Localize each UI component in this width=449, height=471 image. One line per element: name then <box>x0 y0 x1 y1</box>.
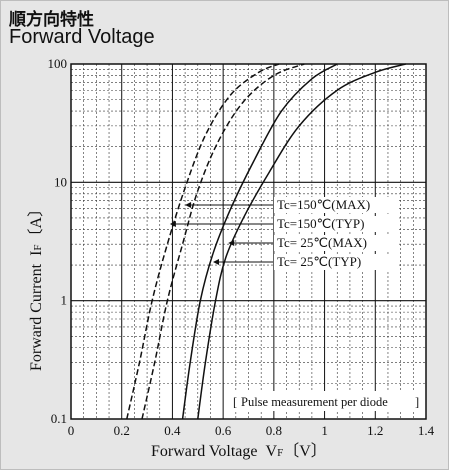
series-line <box>181 63 338 420</box>
x-tick-label: 1.2 <box>367 423 383 438</box>
plot-border <box>70 63 427 420</box>
x-tick-label: 1 <box>321 423 328 438</box>
x-tick-labels: 0 0.2 0.4 0.6 0.8 1 1.2 1.4 <box>68 423 435 438</box>
y-tick-label: 1 <box>61 293 68 308</box>
legend-leader-arrow <box>213 259 219 265</box>
y-tick-label: 10 <box>54 174 67 189</box>
x-axis-title: Forward Voltage VF〔V〕 <box>151 442 327 460</box>
legend-label: Tc= 25℃(TYP) <box>277 254 361 269</box>
note-text: Pulse measurement per diode <box>241 395 388 409</box>
x-tick-label: 0.8 <box>266 423 282 438</box>
series-line <box>197 63 406 420</box>
series-line <box>141 63 305 420</box>
y-axis-title: Forward CurrentIF〔A〕 <box>27 201 45 371</box>
legend-label-background <box>274 216 398 232</box>
x-tick-label: 0 <box>68 423 75 438</box>
legend-leader-arrow <box>169 221 176 227</box>
legend-leader-arrow <box>185 202 192 208</box>
legend-leaders <box>169 202 273 265</box>
x-tick-label: 1.4 <box>418 423 435 438</box>
x-tick-label: 0.6 <box>215 423 232 438</box>
legend-label-background <box>274 235 398 251</box>
legend-label: Tc=150℃(TYP) <box>277 216 364 231</box>
y-tick-label: 0.1 <box>51 411 67 426</box>
y-tick-labels: 0.1 1 10 100 <box>48 56 68 426</box>
svg-text:]: ] <box>415 395 419 409</box>
curves <box>126 63 406 420</box>
y-tick-label: 100 <box>48 56 68 71</box>
legend-label: Tc= 25℃(MAX) <box>277 235 367 250</box>
legend-leader-arrow <box>228 240 235 246</box>
svg-text:[: [ <box>233 395 237 409</box>
note-box: [ Pulse measurement per diode ] <box>233 391 419 411</box>
title-english: Forward Voltage <box>9 26 155 48</box>
x-tick-label: 0.4 <box>164 423 181 438</box>
title-japanese: 順方向特性 <box>9 10 94 30</box>
series-line <box>126 63 280 420</box>
legend-label-background <box>274 254 398 270</box>
x-tick-label: 0.2 <box>114 423 130 438</box>
legend: Tc=150℃(MAX) Tc=150℃(TYP) Tc= 25℃(MAX) Tc= … <box>274 197 398 270</box>
legend-label-background <box>274 197 398 213</box>
legend-label: Tc=150℃(MAX) <box>277 197 370 212</box>
